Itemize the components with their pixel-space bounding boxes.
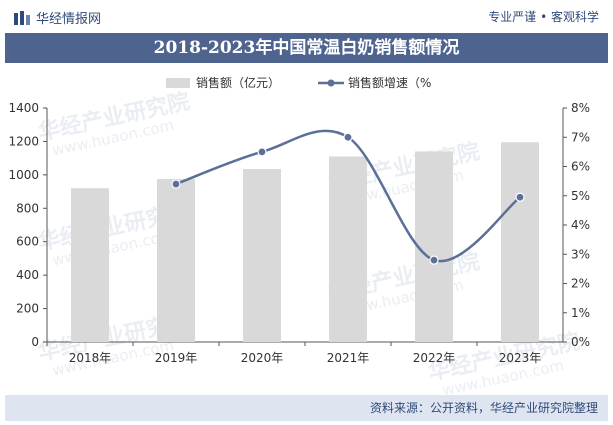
footer-bar: 资料来源：公开资料，华经产业研究院整理: [5, 395, 608, 421]
axis-labels: 0 200 400 600 800 1000 1200 1400 0% 1% 2% 3% 4% 5% 6% 7…: [8, 101, 590, 365]
right-tick-label: 4%: [571, 218, 590, 232]
axes-layer: [43, 107, 567, 346]
legend-bar-swatch: [166, 78, 190, 88]
left-tick-label: 1400: [8, 101, 39, 115]
legend: 销售额（亿元） 销售额增速（%: [166, 75, 431, 90]
left-tick-label: 400: [16, 268, 39, 282]
left-tick-label: 1000: [8, 168, 39, 182]
growth-point: [515, 192, 525, 202]
logo-icon: [14, 11, 30, 25]
growth-point: [343, 132, 353, 142]
x-tick-label: 2022年: [413, 351, 456, 365]
right-tick-label: 2%: [571, 277, 590, 291]
chart-svg: 华经产业研究院www.huaon.com华经产业研究院www.huaon.com…: [8, 75, 590, 395]
header-bar: 华经情报网 专业严谨 • 客观科学: [0, 0, 613, 34]
line-series: [171, 129, 525, 265]
x-tick-label: 2021年: [327, 351, 370, 365]
bar-mark: [157, 179, 195, 342]
x-tick-label: 2018年: [69, 351, 112, 365]
right-tick-label: 5%: [571, 189, 590, 203]
left-tick-label: 200: [16, 302, 39, 316]
left-tick-label: 1200: [8, 134, 39, 148]
left-tick-label: 800: [16, 201, 39, 215]
bar-mark: [71, 188, 109, 342]
right-tick-label: 0%: [571, 335, 590, 349]
legend-line-label: 销售额增速（%: [348, 75, 431, 90]
source-note: 资料来源：公开资料，华经产业研究院整理: [369, 401, 598, 415]
left-tick-label: 0: [31, 335, 39, 349]
right-tick-label: 7%: [571, 130, 590, 144]
bar-mark: [415, 151, 453, 342]
x-tick-label: 2019年: [155, 351, 198, 365]
growth-line: [175, 129, 521, 263]
growth-point: [429, 255, 439, 265]
bar-mark: [329, 156, 367, 342]
legend-bar-label: 销售额（亿元）: [196, 75, 280, 90]
x-tick-label: 2023年: [499, 351, 542, 365]
header-slogan: 专业严谨 • 客观科学: [488, 10, 599, 24]
bar-series: [71, 142, 539, 342]
growth-point: [257, 147, 267, 157]
bar-mark: [243, 169, 281, 342]
brand-name: 华经情报网: [36, 12, 102, 27]
bar-mark: [501, 142, 539, 342]
right-tick-label: 1%: [571, 306, 590, 320]
chart-title: 2018-2023年中国常温白奶销售额情况: [5, 33, 608, 63]
left-tick-label: 600: [16, 235, 39, 249]
growth-point: [171, 179, 181, 189]
right-tick-label: 3%: [571, 247, 590, 261]
right-tick-label: 8%: [571, 101, 590, 115]
right-tick-label: 6%: [571, 160, 590, 174]
legend-line-marker: [327, 79, 335, 87]
x-tick-label: 2020年: [241, 351, 284, 365]
